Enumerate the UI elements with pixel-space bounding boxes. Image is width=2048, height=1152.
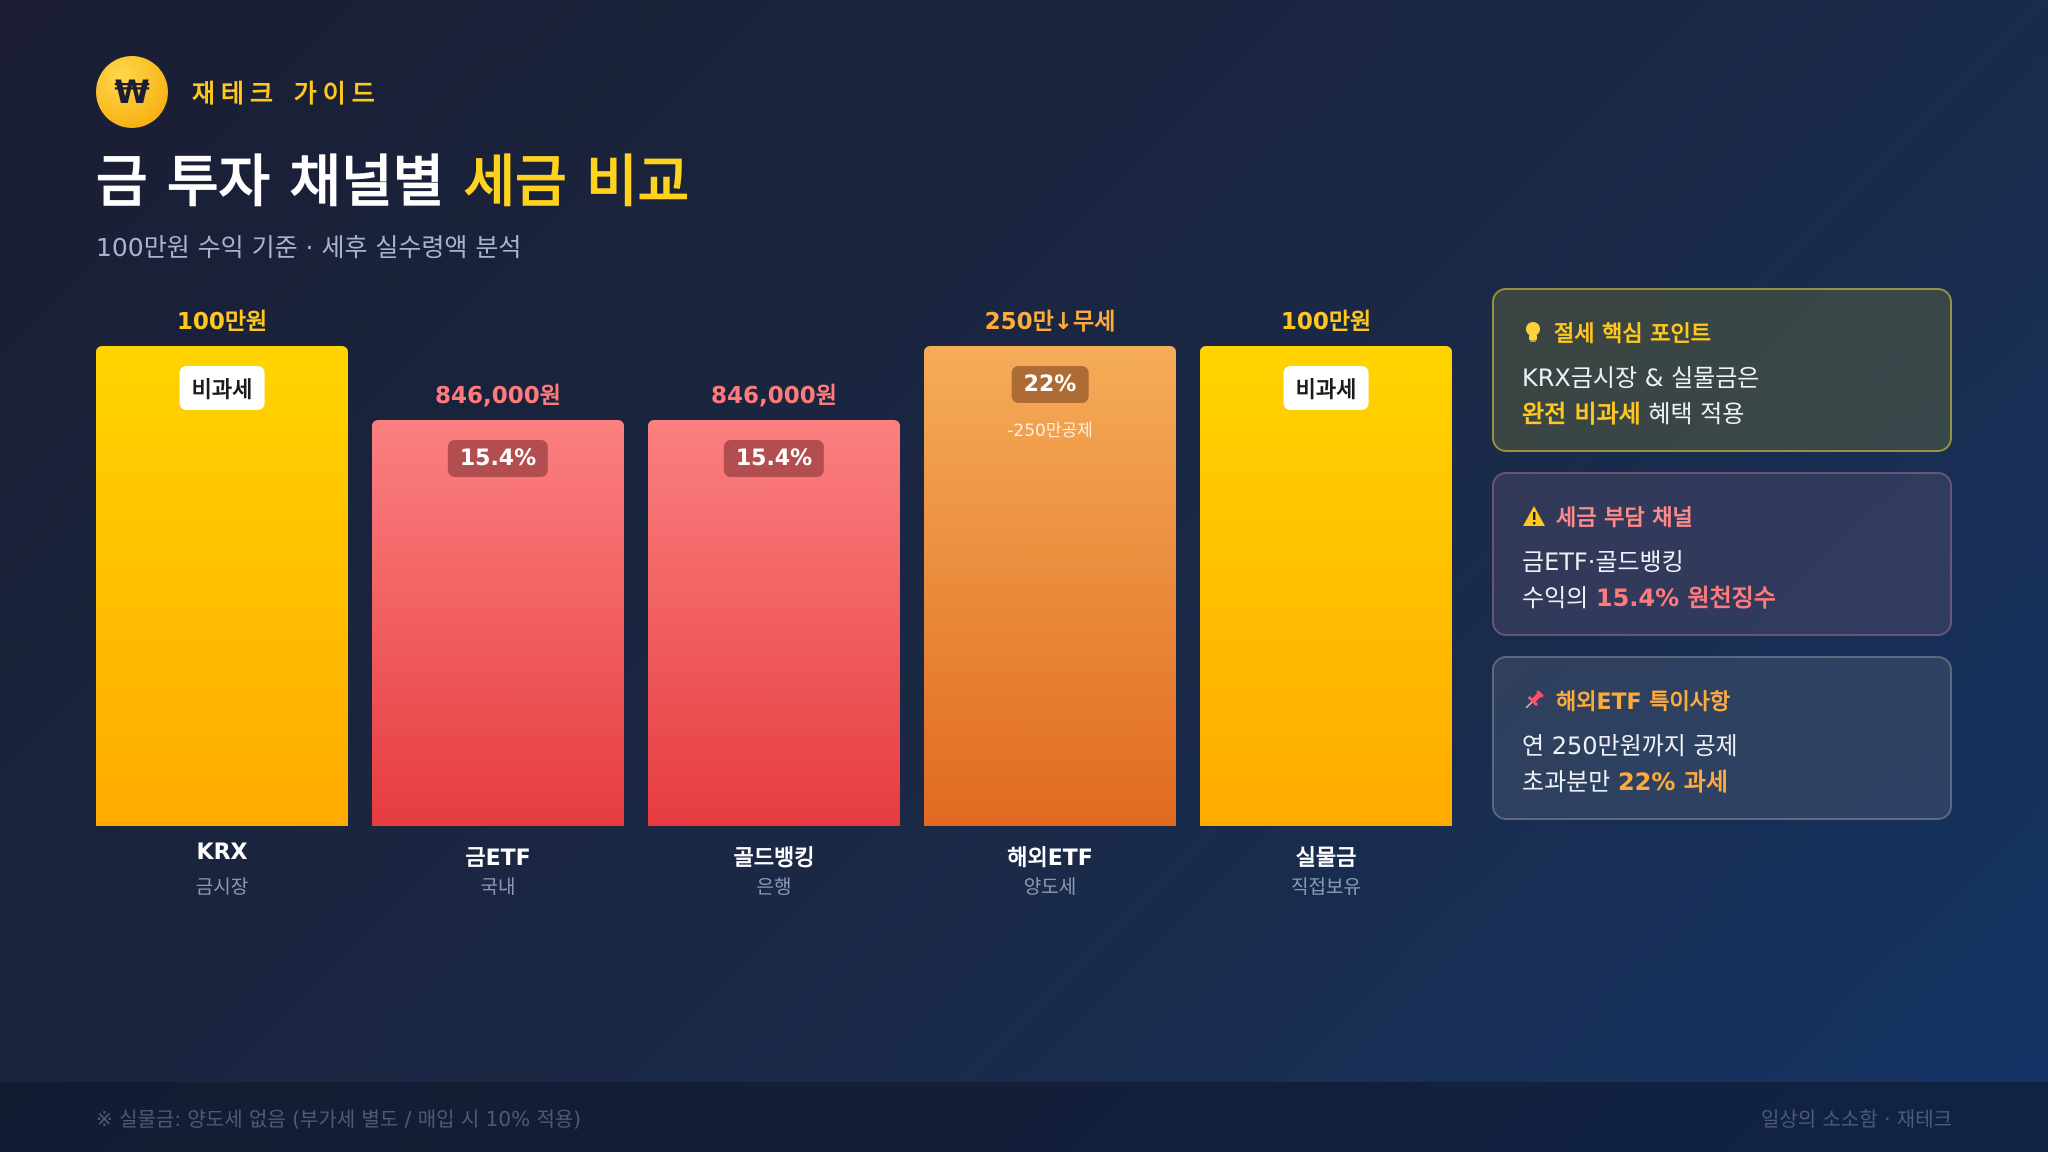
category-label: 금ETF bbox=[465, 846, 531, 871]
pin-line1: 연 250만원까지 공제 bbox=[1522, 732, 1738, 760]
value-label: 846,000원 bbox=[435, 383, 561, 409]
tip-title: 절세 핵심 포인트 bbox=[1554, 322, 1711, 347]
title-highlight: 세금 비교 bbox=[463, 150, 690, 215]
category-sublabel: 국내 bbox=[480, 876, 516, 898]
warn-title: 세금 부담 채널 bbox=[1556, 506, 1693, 531]
pin-card-title: 해외ETF 특이사항 bbox=[1522, 684, 1922, 716]
page-subtitle: 100만원 수익 기준 · 세후 실수령액 분석 bbox=[96, 233, 522, 262]
pin-card: 해외ETF 특이사항 연 250만원까지 공제 초과분만 22% 과세 bbox=[1492, 656, 1952, 820]
value-label: 100만원 bbox=[176, 309, 268, 335]
pin-pre: 초과분만 bbox=[1522, 768, 1618, 796]
pin-body: 연 250만원까지 공제 초과분만 22% 과세 bbox=[1522, 728, 1922, 800]
won-logo-icon: ₩ bbox=[96, 56, 168, 128]
header: ₩ 재테크 가이드 금 투자 채널별 세금 비교 100만원 수익 기준 · 세… bbox=[96, 56, 689, 264]
category-label: KRX bbox=[196, 840, 248, 865]
category-label: 골드뱅킹 bbox=[733, 846, 815, 871]
bar-3 bbox=[648, 420, 900, 826]
value-label: 100만원 bbox=[1280, 309, 1372, 335]
warn-line1: 금ETF·골드뱅킹 bbox=[1522, 548, 1684, 576]
tip-highlight: 완전 비과세 bbox=[1522, 400, 1641, 428]
tip-line2: 완전 비과세 혜택 적용 bbox=[1522, 396, 1922, 432]
brand-name: 재테크 가이드 bbox=[192, 79, 381, 108]
category-label: 해외ETF bbox=[1007, 846, 1093, 871]
tax-badge: 15.4% bbox=[723, 440, 825, 477]
tip-rest: 혜택 적용 bbox=[1640, 400, 1745, 428]
warn-pre: 수익의 bbox=[1522, 584, 1596, 612]
category-sublabel: 은행 bbox=[756, 876, 792, 898]
bar-4 bbox=[924, 346, 1176, 826]
bar-5 bbox=[1200, 346, 1452, 826]
deduction-note: -250만공제 bbox=[1007, 421, 1093, 441]
bar-1 bbox=[96, 346, 348, 826]
footer-note: ※ 실물금: 양도세 없음 (부가세 별도 / 매입 시 10% 적용) bbox=[96, 1106, 582, 1131]
warn-highlight: 15.4% 원천징수 bbox=[1595, 584, 1776, 612]
warn-body: 금ETF·골드뱅킹 수익의 15.4% 원천징수 bbox=[1522, 544, 1922, 616]
footer: ※ 실물금: 양도세 없음 (부가세 별도 / 매입 시 10% 적용) 일상의… bbox=[0, 1082, 2048, 1152]
footer-credit: 일상의 소소함 · 재테크 bbox=[1760, 1106, 1952, 1131]
tax-badge: 비과세 bbox=[179, 366, 265, 410]
brand: ₩ 재테크 가이드 bbox=[96, 56, 689, 128]
category-sublabel: 금시장 bbox=[195, 876, 249, 898]
lightbulb-icon bbox=[1526, 322, 1540, 342]
pin-line2: 초과분만 22% 과세 bbox=[1522, 764, 1922, 800]
category-sublabel: 직접보유 bbox=[1291, 876, 1361, 898]
warning-icon bbox=[1523, 506, 1545, 526]
category-sublabel: 양도세 bbox=[1023, 876, 1077, 898]
tax-badge: 비과세 bbox=[1283, 366, 1369, 410]
value-label: 846,000원 bbox=[711, 383, 837, 409]
warn-line2: 수익의 15.4% 원천징수 bbox=[1522, 580, 1922, 616]
tip-card: 절세 핵심 포인트 KRX금시장 & 실물금은 완전 비과세 혜택 적용 bbox=[1492, 288, 1952, 452]
tax-badge: 22% bbox=[1011, 366, 1089, 403]
pin-highlight: 22% 과세 bbox=[1617, 768, 1728, 796]
title-main: 금 투자 채널별 bbox=[96, 150, 464, 215]
tip-body: KRX금시장 & 실물금은 완전 비과세 혜택 적용 bbox=[1522, 360, 1922, 432]
bar-2 bbox=[372, 420, 624, 826]
tip-line1: KRX금시장 & 실물금은 bbox=[1522, 364, 1760, 392]
tax-badge: 15.4% bbox=[447, 440, 549, 477]
warn-card: 세금 부담 채널 금ETF·골드뱅킹 수익의 15.4% 원천징수 bbox=[1492, 472, 1952, 636]
value-label: 250만↓무세 bbox=[984, 309, 1116, 335]
category-label: 실물금 bbox=[1295, 846, 1357, 871]
pin-title: 해외ETF 특이사항 bbox=[1556, 690, 1731, 715]
pushpin-icon bbox=[1525, 690, 1544, 709]
page-title: 금 투자 채널별 세금 비교 bbox=[96, 148, 689, 218]
tip-card-title: 절세 핵심 포인트 bbox=[1522, 316, 1922, 348]
warn-card-title: 세금 부담 채널 bbox=[1522, 500, 1922, 532]
